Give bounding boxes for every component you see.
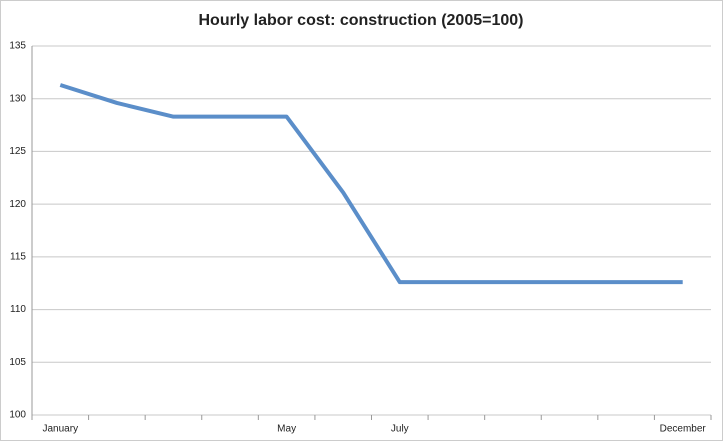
x-tick-label: January bbox=[43, 424, 79, 435]
y-tick-label: 105 bbox=[9, 357, 26, 368]
y-tick-label: 100 bbox=[9, 410, 26, 421]
chart-title: Hourly labor cost: construction (2005=10… bbox=[199, 12, 524, 29]
y-tick-label: 110 bbox=[10, 304, 26, 315]
x-tick-label: December bbox=[660, 424, 707, 435]
x-tick-label: July bbox=[391, 424, 409, 435]
data-line bbox=[59, 83, 683, 285]
y-tick-label: 120 bbox=[9, 199, 26, 210]
y-tick-label: 135 bbox=[9, 41, 26, 52]
x-tick-label: May bbox=[277, 424, 296, 435]
y-tick-label: 125 bbox=[9, 146, 26, 157]
y-tick-label: 115 bbox=[10, 251, 26, 262]
y-tick-label: 130 bbox=[9, 93, 26, 104]
